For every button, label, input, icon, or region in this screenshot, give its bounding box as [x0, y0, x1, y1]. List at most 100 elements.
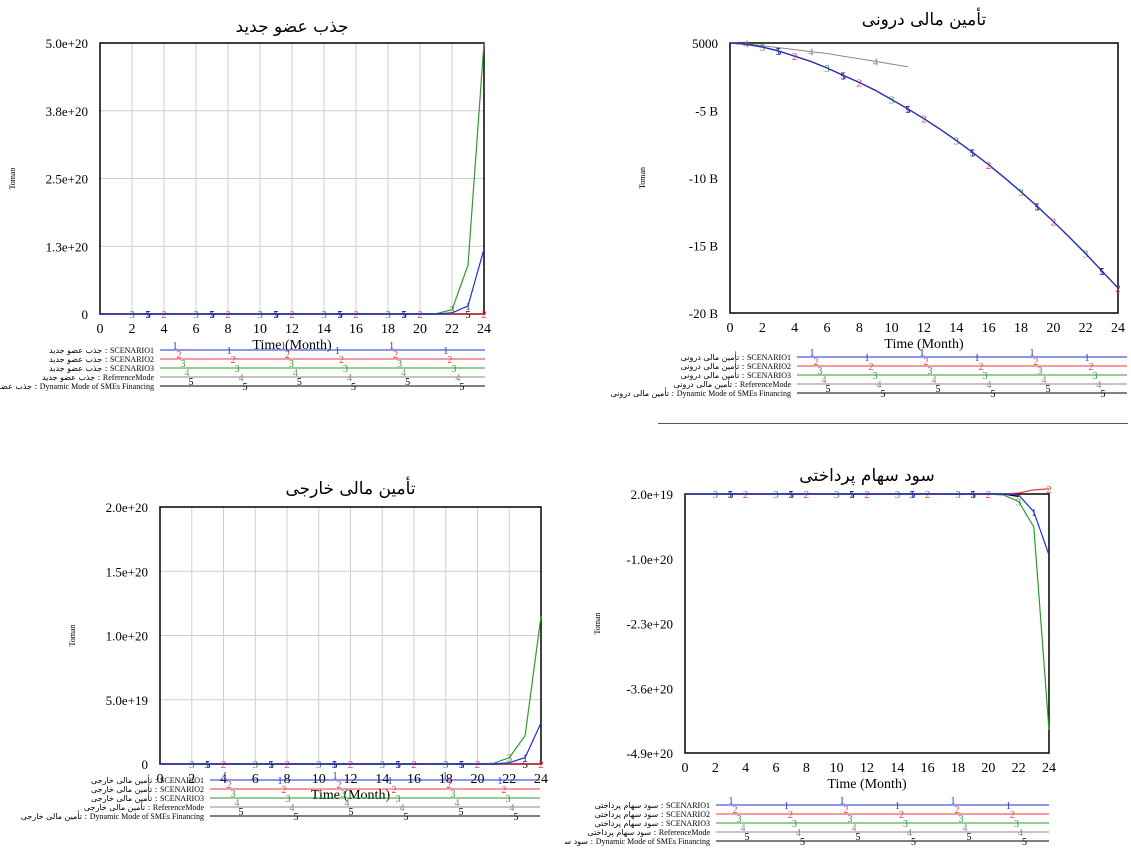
legend-sep: :	[658, 810, 666, 819]
legend-sep: :	[95, 373, 103, 382]
legend-label: تأمین مالی درونی : Dynamic Mode of SMEs …	[610, 387, 791, 398]
legend-marker-5: 5	[459, 382, 464, 393]
legend-sep: :	[152, 776, 160, 785]
legend-marker-5: 5	[881, 389, 886, 400]
series-marker-2: 2	[1051, 216, 1057, 228]
series-marker-5: 5	[145, 309, 151, 321]
x-tick-label: 10	[885, 321, 899, 336]
legend-marker-3: 3	[397, 359, 402, 370]
legend-var: جذب عضو جدید	[49, 364, 102, 373]
legend-marker-1: 1	[840, 796, 845, 807]
legend-marker-1: 1	[920, 348, 925, 359]
legend-marker-1: 1	[865, 353, 870, 364]
legend-marker-2: 2	[282, 785, 287, 796]
legend-marker-3: 3	[1014, 819, 1019, 830]
series-marker-2: 2	[804, 489, 810, 501]
legend-label: جذب عضو جدید : SCENARIO3	[49, 364, 154, 373]
x-tick-label: 16	[921, 761, 935, 776]
y-tick-label: -10 B	[689, 171, 719, 186]
legend-marker-3: 3	[506, 794, 511, 805]
legend-marker-3: 3	[818, 366, 823, 377]
x-tick-label: 16	[982, 321, 996, 336]
series-marker-3: 3	[443, 759, 449, 771]
series-marker-1: 1	[1099, 266, 1105, 278]
series-marker-4: 4	[873, 56, 879, 68]
legend-marker-4: 4	[1018, 828, 1023, 839]
x-tick-label: 24	[534, 772, 548, 787]
legend-run: SCENARIO1	[666, 801, 710, 810]
series-marker-2: 2	[538, 759, 544, 771]
series-marker-3: 3	[760, 42, 766, 54]
legend-var: تأمین مالی درونی	[681, 360, 740, 371]
series-marker-2: 2	[225, 309, 231, 321]
legend-var: تأمین مالی خارجی	[91, 783, 152, 794]
legend-sep: :	[732, 380, 740, 389]
legend-sep: :	[658, 801, 666, 810]
series-marker-5: 5	[337, 309, 343, 321]
series-marker-5: 5	[910, 489, 916, 501]
series-marker-3: 3	[189, 759, 195, 771]
legend-marker-3: 3	[235, 364, 240, 375]
legend-sep: :	[102, 364, 110, 373]
legend-run: SCENARIO3	[666, 819, 710, 828]
legend-label: تأمین مالی درونی : SCENARIO1	[681, 351, 791, 362]
series-line-5	[729, 42, 1119, 289]
legend-marker-4: 4	[239, 373, 244, 384]
x-tick-label: 24	[1042, 761, 1056, 776]
series-marker-5: 5	[395, 759, 401, 771]
legend-marker-5: 5	[189, 377, 194, 388]
series-marker-3: 3	[129, 309, 135, 321]
series-marker-1: 1	[728, 489, 734, 501]
legend-marker-5: 5	[745, 832, 750, 843]
legend-var: تأمین مالی درونی	[610, 387, 669, 398]
legend-var: جذب عضو جدید	[49, 355, 102, 364]
legend-marker-2: 2	[955, 805, 960, 816]
legend-marker-1: 1	[173, 341, 178, 352]
chart-panel-external-financing: تأمین مالی خارجی 2.0e+20 1.5e+20 1.0e+20 5.0…	[0, 432, 560, 863]
legend-marker-2: 2	[1010, 810, 1015, 821]
x-axis-label: Time (Month)	[827, 777, 907, 792]
series-line-4	[729, 42, 908, 68]
legend-marker-1: 1	[335, 346, 340, 357]
legend-marker-3: 3	[289, 359, 294, 370]
legend-sep: :	[82, 812, 90, 821]
series-marker-2: 2	[1115, 283, 1121, 295]
legend-marker-1: 1	[389, 341, 394, 352]
series-marker-3: 3	[316, 759, 322, 771]
series-marker-5: 5	[970, 147, 976, 159]
legend-marker-1: 1	[443, 346, 448, 357]
legend-var: سود سهام پرداختی	[587, 828, 651, 837]
series-marker-3: 3	[713, 489, 719, 501]
legend-marker-1: 1	[784, 801, 789, 812]
x-axis-label: Time (Month)	[884, 337, 964, 352]
series-marker-1: 1	[522, 753, 528, 765]
legend-marker-4: 4	[235, 798, 240, 809]
legend-marker-2: 2	[788, 810, 793, 821]
series-marker-3: 3	[449, 305, 455, 317]
legend-sep: :	[739, 371, 747, 380]
legend-marker-2: 2	[227, 780, 232, 791]
series-marker-1: 1	[395, 759, 401, 771]
legend-sep: :	[588, 837, 596, 846]
series-line-1	[685, 493, 1050, 556]
legend-marker-4: 4	[401, 368, 406, 379]
x-tick-label: 20	[981, 761, 995, 776]
series-marker-5: 5	[522, 759, 528, 771]
y-tick-label: 0	[142, 757, 149, 772]
legend-marker-5: 5	[349, 807, 354, 818]
series-line-3	[729, 42, 1119, 289]
x-tick-label: 20	[1046, 321, 1060, 336]
series-marker-5: 5	[401, 309, 407, 321]
legend-sep: :	[152, 794, 160, 803]
legend-marker-2: 2	[924, 357, 929, 368]
legend-run: ReferenceMode	[103, 373, 155, 382]
legend-marker-1: 1	[1085, 353, 1090, 364]
x-tick-label: 20	[413, 322, 427, 337]
legend-marker-1: 1	[895, 801, 900, 812]
series-marker-2: 2	[475, 759, 481, 771]
legend-label: سود سهام پرداختی : SCENARIO1	[594, 801, 710, 810]
legend-marker-1: 1	[227, 346, 232, 357]
series-marker-1: 1	[145, 309, 151, 321]
legend-marker-4: 4	[877, 380, 882, 391]
legend-marker-5: 5	[800, 837, 805, 848]
